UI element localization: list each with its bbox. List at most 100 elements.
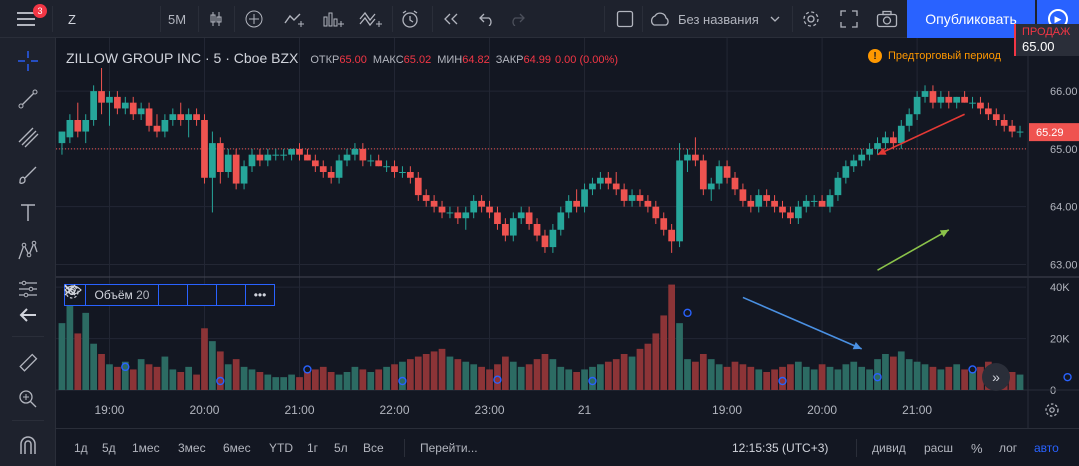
brush-tool[interactable] [8,160,48,190]
redo-button[interactable] [504,0,530,38]
candle-body [248,154,256,167]
layout-button[interactable] [612,0,638,38]
candle-body [549,229,557,248]
range-3m[interactable]: 3мес [178,441,206,455]
range-1m[interactable]: 1мес [132,441,160,455]
undo-icon [479,13,492,26]
chart-area[interactable]: 66.00 65.00 64.00 63.00 40K 20K 0 65.29 19:00 20:… [56,38,1079,428]
indicators-icon [323,12,344,27]
volume-bar [715,364,723,390]
measure-tool[interactable] [8,348,48,378]
interval-button[interactable]: 5M [167,11,187,27]
range-1d[interactable]: 1д [74,441,88,455]
volume-bar [304,372,311,390]
time-tick-label: 20:00 [189,403,219,417]
volume-bar [224,364,232,390]
candle-body [977,102,984,109]
compare-symbol-button[interactable] [242,0,266,38]
timezone-clock[interactable]: 12:15:35 (UTC+3) [732,441,829,455]
premarket-notice[interactable]: ! Предторговый период [868,49,1001,63]
compare-button[interactable] [282,0,308,38]
range-6m[interactable]: 6мес [223,441,251,455]
indicators-button[interactable] [320,0,346,38]
range-all[interactable]: Все [363,441,384,455]
study-settings-button[interactable] [65,284,217,306]
candle-body [422,195,430,201]
volume-bar [406,359,414,390]
volume-bar [612,359,620,390]
auto-toggle[interactable]: авто [1034,441,1059,455]
publish-button[interactable]: Опубликовать [907,0,1035,38]
pattern-tool[interactable] [8,236,48,266]
volume-bar [589,366,596,390]
magnet-tool[interactable] [8,430,48,460]
templates-button[interactable] [358,0,384,38]
dividends-toggle[interactable]: дивид [872,441,906,455]
undo-button[interactable] [474,0,500,38]
text-tool[interactable] [8,198,48,228]
gear-icon-center [1049,407,1055,413]
settings-button[interactable] [798,0,824,38]
range-1y[interactable]: 1г [307,441,319,455]
candle-body [240,166,248,184]
snapshot-button[interactable] [874,0,900,38]
volume-bar [541,354,549,390]
zoom-icon [19,390,37,408]
volume-bar [486,369,493,390]
price-chart[interactable]: 66.00 65.00 64.00 63.00 40K 20K 0 65.29 19:00 20:… [56,38,1079,428]
visibility-button[interactable] [64,284,188,306]
candle-body [810,200,818,202]
volume-bar [913,361,921,390]
zoom-tool[interactable] [8,384,48,414]
extended-hours-toggle[interactable]: расш [924,441,953,455]
time-tick-label: 22:00 [380,403,410,417]
back-button[interactable] [8,300,48,330]
candle-body [668,229,676,242]
range-ytd[interactable]: YTD [269,441,293,455]
percent-toggle[interactable]: % [971,440,983,456]
remove-study-button[interactable] [64,284,246,306]
bottom-toolbar: 1д 5д 1мес 3мес 6мес YTD 1г 5л Все Перей… [56,428,1079,466]
annotation-arrowhead [852,342,862,350]
cloud-icon [650,12,669,26]
open-label: ОТКР [310,54,340,66]
candles-button[interactable] [204,0,228,38]
range-5y[interactable]: 5л [334,441,348,455]
fib-tool[interactable] [8,122,48,152]
trend-line-tool[interactable] [8,84,48,114]
volume-bar [929,366,937,390]
more-button[interactable]: ••• [245,284,275,306]
prediction-tool[interactable] [8,274,48,304]
chart-legend: ZILLOW GROUP INC · 5 · Cboe BZX ОТКР 65.0… [66,50,618,66]
chevron-down-icon [64,285,74,291]
volume-marker [303,365,312,374]
volume-bar [802,366,810,390]
goto-date-button[interactable]: Перейти... [420,441,478,455]
candles-icon [210,12,222,26]
candle-body [98,91,105,103]
scroll-to-realtime-button[interactable]: » [982,363,1010,391]
alert-button[interactable] [398,0,424,38]
double-chevron-right-icon: » [992,369,1000,385]
symbol-search-input[interactable]: Z [68,11,76,27]
layout-name-button[interactable]: Без названия [648,0,792,38]
volume-bar [383,366,390,390]
candle-body [319,166,327,172]
volume-bar [747,366,755,390]
replay-button[interactable] [438,0,464,38]
sell-price-flag[interactable]: ПРОДАЖ 65.00 [1014,24,1079,56]
fullscreen-button[interactable] [836,0,862,38]
menu-button[interactable] [8,0,44,38]
volume-bar [1016,374,1024,390]
volume-bar [296,377,303,390]
candle-body [541,235,549,248]
range-5d[interactable]: 5д [102,441,116,455]
candle-body [763,195,771,201]
low-value: 64.82 [462,54,490,66]
crosshair-tool[interactable] [8,46,48,76]
candle-body [129,102,137,115]
log-toggle[interactable]: лог [999,441,1018,455]
volume-study-label[interactable]: Объём 20 [85,284,159,306]
more-icon: ••• [253,288,267,302]
volume-bar [351,366,359,390]
